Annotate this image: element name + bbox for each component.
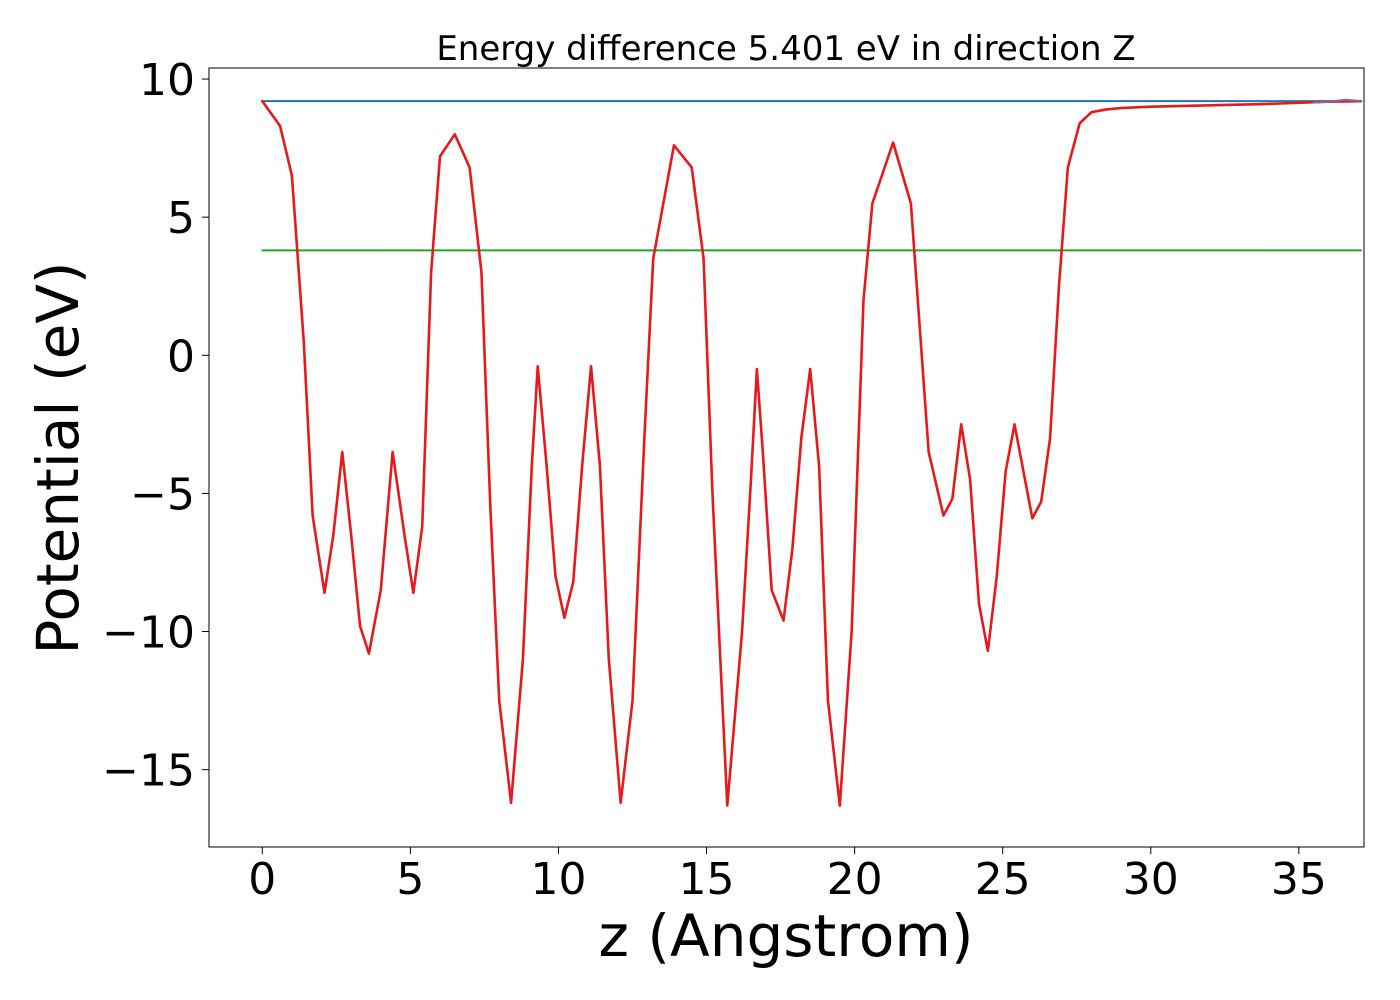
x-axis-ticks: 0 5 10 15 20 25 30 35 xyxy=(248,847,1327,905)
y-tick-label: 10 xyxy=(139,55,195,106)
series-line-vacuum-tail xyxy=(1312,98,1363,104)
y-tick-label: 0 xyxy=(167,331,195,382)
y-tick-label: 5 xyxy=(167,193,195,244)
y-tick-label: −10 xyxy=(102,608,195,659)
y-axis-label: Potential (eV) xyxy=(24,261,92,654)
plot-frame xyxy=(208,67,1365,848)
x-tick-label: 20 xyxy=(827,854,883,905)
x-axis-label: z (Angstrom) xyxy=(599,902,974,970)
x-tick-label: 10 xyxy=(530,854,586,905)
y-tick-label: −5 xyxy=(130,469,195,520)
chart-title: Energy difference 5.401 eV in direction … xyxy=(436,29,1135,69)
plot-area xyxy=(208,67,1365,848)
x-tick-label: 30 xyxy=(1123,854,1179,905)
x-tick-label: 35 xyxy=(1271,854,1327,905)
x-tick-label: 25 xyxy=(975,854,1031,905)
y-tick-label: −15 xyxy=(102,746,195,797)
y-axis-ticks: 10 5 0 −5 −10 −15 xyxy=(102,55,209,797)
series-line-planar-average-potential xyxy=(261,99,1363,807)
x-tick-label: 5 xyxy=(396,854,424,905)
x-tick-label: 15 xyxy=(679,854,735,905)
x-tick-label: 0 xyxy=(248,854,276,905)
